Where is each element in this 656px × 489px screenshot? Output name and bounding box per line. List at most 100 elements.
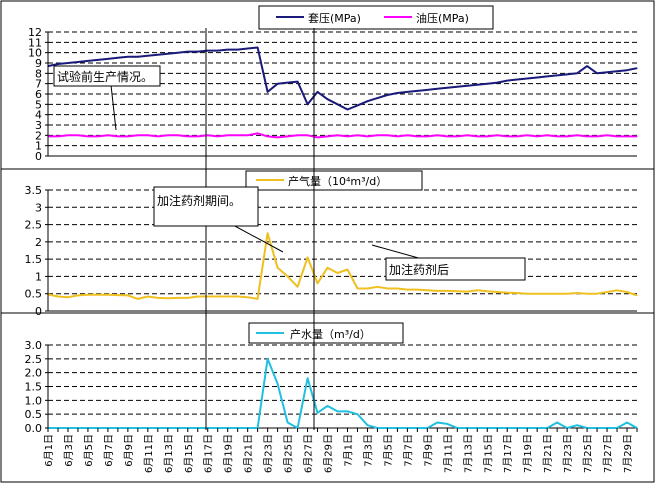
data-point-p1-s1	[157, 54, 159, 56]
data-point-p1-s2	[336, 134, 339, 136]
data-point-p1-s1	[626, 69, 628, 71]
data-point-p2-s1	[217, 295, 219, 298]
x-tick-label: 6月11日	[143, 434, 155, 473]
data-point-p1-s2	[167, 134, 169, 136]
data-point-p3-s1	[306, 377, 309, 379]
data-point-p1-s1	[147, 55, 149, 57]
data-point-p2-s1	[516, 292, 518, 294]
data-point-p1-s2	[67, 134, 69, 136]
y-tick-label-p3: 1.0	[25, 394, 43, 407]
y-tick-label-p3: 2.0	[25, 367, 43, 380]
data-point-p2-s1	[426, 289, 428, 291]
data-point-p1-s1	[596, 72, 598, 74]
data-point-p1-s2	[157, 135, 159, 137]
data-point-p1-s1	[237, 48, 239, 51]
y-tick-label-p3: 1.5	[25, 381, 43, 394]
data-point-p2-s1	[626, 291, 628, 293]
x-tick-label: 7月17日	[502, 434, 514, 473]
y-tick-label-p1: 1	[35, 140, 42, 153]
data-point-p2-s1	[436, 290, 438, 292]
data-point-p2-s1	[606, 291, 608, 293]
data-point-p2-s1	[167, 297, 169, 299]
series-line-p2-1	[47, 232, 638, 300]
x-tick-label: 6月1日	[43, 434, 55, 467]
data-point-p3-s1	[436, 421, 438, 424]
data-point-p2-s1	[536, 293, 538, 295]
data-point-p2-s1	[117, 294, 119, 296]
data-point-p1-s1	[97, 59, 99, 61]
data-point-p1-s1	[257, 46, 259, 49]
data-point-p2-s1	[137, 298, 139, 300]
data-point-p1-s1	[316, 91, 319, 93]
data-point-p2-s1	[586, 293, 588, 295]
data-point-p1-s1	[296, 81, 299, 83]
data-point-p1-s1	[436, 88, 438, 90]
data-point-p1-s2	[446, 135, 448, 137]
x-tick-label: 6月3日	[63, 434, 75, 467]
data-point-p1-s2	[596, 135, 598, 137]
annotation-before: 试验前生产情况。	[53, 65, 161, 131]
data-point-p1-s1	[426, 89, 428, 91]
y-tick-label-p1: 2	[35, 129, 42, 142]
data-point-p1-s2	[277, 136, 279, 138]
series-line-p3-1	[48, 357, 638, 429]
data-point-p2-s1	[197, 295, 199, 298]
y-tick-label-p3: 0.0	[25, 422, 43, 435]
data-point-p1-s2	[566, 135, 568, 137]
data-point-p1-s2	[237, 134, 239, 136]
y-tick-label-p3: 3.0	[25, 339, 43, 352]
data-point-p1-s2	[586, 135, 588, 137]
data-point-p2-s1	[486, 290, 488, 292]
data-point-p1-s1	[366, 100, 369, 102]
x-tick-label: 6月13日	[163, 434, 175, 473]
data-point-p1-s1	[636, 67, 638, 69]
data-point-p3-s1	[356, 413, 359, 415]
legend-panel3: 产水量（m³/d）	[248, 322, 404, 344]
data-point-p1-s2	[516, 135, 518, 137]
panel3-frame	[0, 312, 655, 483]
data-point-p2-s1	[636, 294, 638, 297]
data-point-p1-s1	[486, 83, 488, 85]
data-point-p2-s1	[406, 288, 408, 291]
x-tick-label: 7月11日	[442, 434, 454, 473]
data-point-p2-s1	[526, 293, 528, 295]
data-point-p1-s2	[247, 134, 249, 136]
series-line-p1-2	[48, 132, 637, 139]
data-point-p1-s1	[117, 57, 119, 59]
x-tick-label: 6月27日	[303, 434, 315, 473]
data-point-p2-s1	[237, 295, 239, 298]
data-point-p1-s2	[87, 135, 89, 137]
x-tick-label: 6月23日	[263, 434, 275, 473]
data-point-p1-s2	[496, 134, 498, 136]
data-point-p1-s2	[286, 135, 289, 137]
data-point-p1-s2	[536, 135, 538, 137]
data-point-p1-s1	[346, 108, 349, 111]
data-point-p1-s1	[177, 52, 179, 54]
data-point-p1-s1	[267, 91, 269, 93]
data-point-p1-s2	[576, 134, 578, 136]
data-point-p1-s1	[326, 98, 329, 100]
data-point-p2-s1	[596, 293, 598, 295]
y-tick-label-p3: 0.5	[25, 408, 43, 421]
data-point-p2-s1	[356, 287, 359, 290]
annotation-during: 加注药剂期间。	[153, 186, 284, 253]
x-tick-label: 7月25日	[582, 434, 594, 473]
data-point-p1-s1	[536, 76, 538, 79]
data-point-p2-s1	[416, 288, 418, 291]
data-point-p1-s1	[306, 103, 309, 105]
data-point-p1-s2	[616, 135, 618, 137]
x-tick-label: 6月25日	[283, 434, 295, 473]
x-tick-label: 7月7日	[402, 434, 414, 467]
data-point-p2-s1	[396, 287, 399, 290]
data-point-p1-s1	[446, 87, 448, 89]
data-point-p1-s1	[526, 77, 528, 80]
x-tick-label: 7月3日	[363, 434, 375, 467]
x-tick-label: 6月5日	[83, 434, 95, 467]
data-point-p1-s2	[436, 134, 438, 136]
data-point-p1-s2	[177, 134, 179, 136]
data-point-p2-s1	[247, 296, 249, 298]
data-point-p2-s1	[546, 293, 548, 295]
data-point-p2-s1	[147, 295, 149, 298]
data-point-p3-s1	[346, 410, 349, 412]
data-point-p2-s1	[296, 286, 299, 288]
